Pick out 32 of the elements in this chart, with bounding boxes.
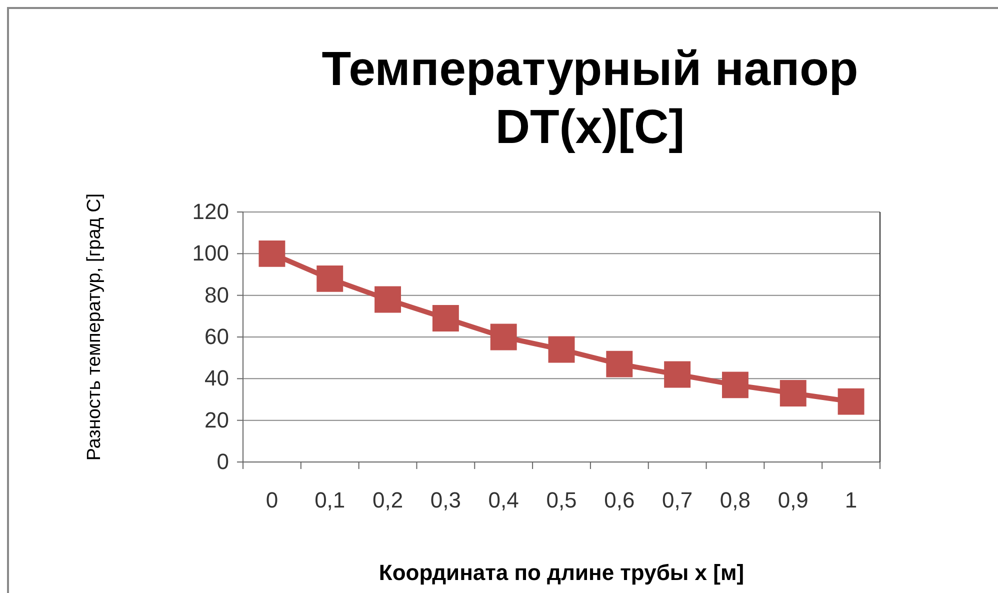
y-tick-label: 80 xyxy=(204,282,229,308)
y-tick-label: 40 xyxy=(204,366,229,391)
point xyxy=(316,265,344,292)
y-axis-title: Разность температур, [град С] xyxy=(84,193,105,461)
point xyxy=(258,240,286,267)
point xyxy=(374,286,401,313)
y-tick-label: 60 xyxy=(204,324,229,350)
point xyxy=(722,372,748,398)
point xyxy=(606,350,633,378)
point xyxy=(432,305,459,332)
point xyxy=(490,324,517,350)
chart-title: Температурный напор DT(x)[C] xyxy=(322,43,858,154)
x-tick-label: 0,1 xyxy=(314,488,346,513)
x-tick-label: 0,9 xyxy=(778,488,808,513)
x-tick-label: 0 xyxy=(266,488,278,513)
x-tick-label: 0,8 xyxy=(720,488,751,513)
y-tick-label: 120 xyxy=(192,199,229,224)
x-tick-label: 0,2 xyxy=(372,488,404,513)
point xyxy=(780,380,806,406)
x-tick-label: 0,6 xyxy=(604,488,635,513)
x-axis-title: Координата по длине трубы x [м] xyxy=(378,560,744,585)
y-tick-label: 100 xyxy=(192,240,229,266)
point xyxy=(548,336,575,363)
point xyxy=(838,388,864,415)
x-tick-label: 0,7 xyxy=(662,488,693,513)
x-tick-label: 0,5 xyxy=(546,488,577,513)
x-tick-label: 0,3 xyxy=(430,488,461,513)
x-tick-label: 0,4 xyxy=(488,488,519,513)
point xyxy=(664,361,691,388)
x-tick-label: 1 xyxy=(844,488,858,513)
y-tick-label: 20 xyxy=(204,407,229,432)
y-tick-label: 0 xyxy=(216,449,229,474)
